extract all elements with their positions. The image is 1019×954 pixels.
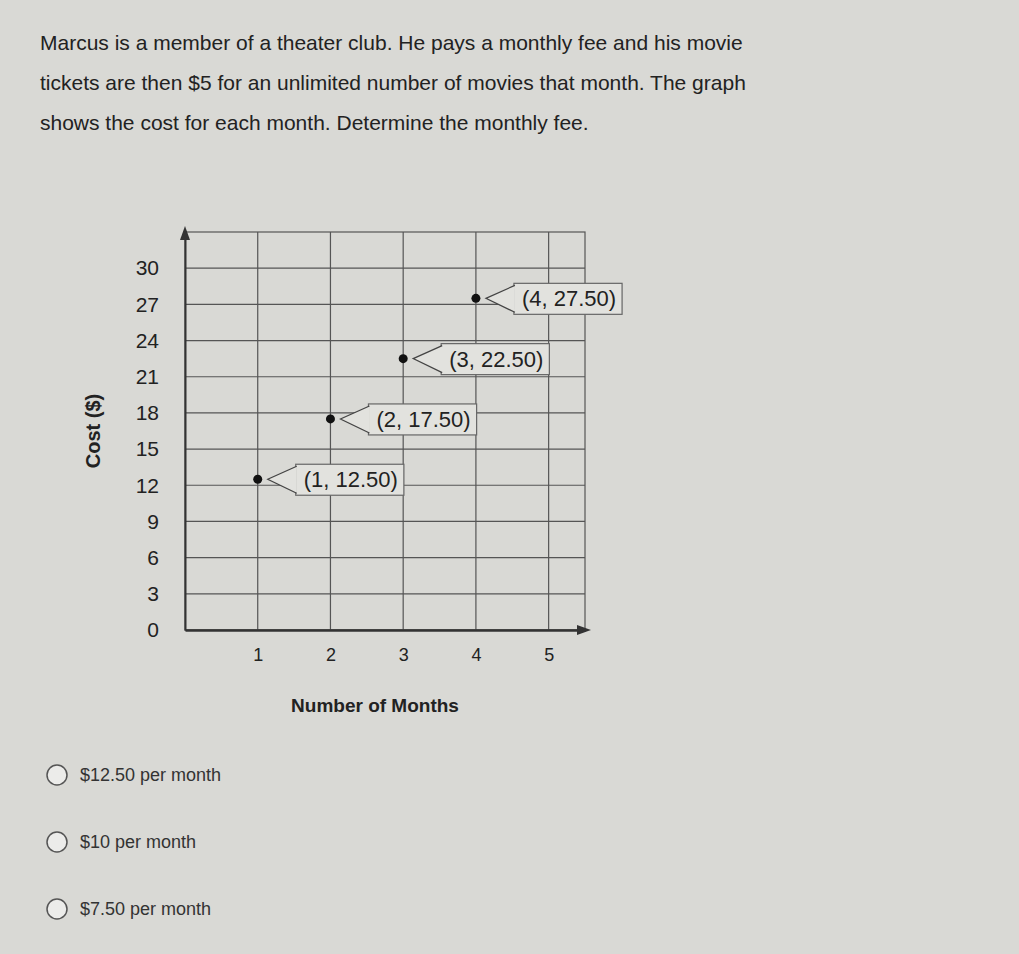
x-tick: 4 xyxy=(471,630,481,665)
y-tick-label: 12 xyxy=(136,473,159,496)
x-tick-label: 2 xyxy=(326,645,336,665)
grid-line-y xyxy=(185,340,585,341)
y-tick: 0 xyxy=(147,618,185,641)
y-axis: 0 3 6 9 12 15 18 21 24 27 30 xyxy=(136,233,186,642)
points xyxy=(253,294,480,484)
point xyxy=(253,475,262,484)
data-label-text: (2, 17.50) xyxy=(376,407,470,432)
y-axis-title: Cost ($) xyxy=(82,394,104,468)
grid-line-y xyxy=(185,593,585,594)
y-tick: 18 xyxy=(136,401,185,424)
data-label: (3, 22.50) xyxy=(413,344,549,375)
x-axis: 1 2 3 4 5 xyxy=(186,630,586,665)
option-text[interactable]: $12.50 per month xyxy=(80,765,221,785)
y-tick-label: 21 xyxy=(136,365,159,388)
data-labels: (1, 12.50) (2, 17.50) (3, 22.50) (4, 27.50) xyxy=(268,283,622,495)
y-tick: 9 xyxy=(147,510,185,533)
data-label-pointer xyxy=(486,285,515,312)
x-tick: 1 xyxy=(253,630,263,665)
y-tick: 12 xyxy=(136,473,185,496)
background xyxy=(0,0,1019,954)
data-label-text: (4, 27.50) xyxy=(522,286,616,311)
y-tick-label: 15 xyxy=(136,437,159,460)
data-label-pointer xyxy=(413,346,442,373)
y-tick-label: 24 xyxy=(136,329,160,352)
x-axis-arrow xyxy=(577,625,591,635)
radio-button[interactable] xyxy=(47,832,67,852)
y-axis-line xyxy=(185,233,187,631)
x-tick: 5 xyxy=(544,630,554,665)
data-label-box xyxy=(514,283,622,314)
y-tick-label: 9 xyxy=(147,510,159,533)
data-label: (2, 17.50) xyxy=(340,404,476,435)
data-label-box xyxy=(368,404,476,435)
y-tick-label: 18 xyxy=(136,401,159,424)
y-tick: 21 xyxy=(136,365,185,388)
grid-line-y xyxy=(185,268,585,269)
y-tick-label: 6 xyxy=(147,546,159,569)
grid-line-x xyxy=(330,232,331,630)
y-axis-arrow xyxy=(180,226,190,240)
x-tick: 2 xyxy=(326,630,336,665)
grid-line-y xyxy=(185,557,585,558)
point xyxy=(326,414,335,423)
radio-button[interactable] xyxy=(47,899,67,919)
page: Marcus is a member of a theater club. He… xyxy=(0,0,1019,954)
data-label-box xyxy=(296,464,404,495)
grid-line-y xyxy=(185,521,585,522)
x-axis-title: Number of Months xyxy=(291,695,459,716)
data-label-pointer xyxy=(268,466,297,493)
data-label-text: (3, 22.50) xyxy=(449,347,543,372)
option-text[interactable]: $10 per month xyxy=(80,832,196,852)
x-tick-label: 1 xyxy=(253,645,263,665)
data-label-box xyxy=(441,344,549,375)
y-tick: 6 xyxy=(147,546,185,569)
data-label-text: (1, 12.50) xyxy=(304,467,398,492)
x-tick-label: 3 xyxy=(399,645,409,665)
point xyxy=(399,354,408,363)
question-line: Marcus is a member of a theater club. He… xyxy=(40,31,743,54)
chart: 12345036912151821242730(1, 12.50)(2, 17.… xyxy=(136,226,622,665)
y-tick: 30 xyxy=(136,256,185,279)
grid-line-y xyxy=(185,448,585,449)
grid-line-y xyxy=(185,629,585,630)
y-tick: 24 xyxy=(136,329,185,352)
data-label: (1, 12.50) xyxy=(268,464,404,495)
x-tick-label: 4 xyxy=(471,645,481,665)
radio-button[interactable] xyxy=(47,765,67,785)
x-tick: 3 xyxy=(399,630,409,665)
y-tick-label: 30 xyxy=(136,256,159,279)
y-tick-label: 0 xyxy=(147,618,159,641)
x-axis-line xyxy=(186,629,586,632)
data-label: (4, 27.50) xyxy=(486,283,622,314)
y-tick: 15 xyxy=(136,437,185,460)
y-tick-label: 27 xyxy=(136,293,159,316)
y-tick: 3 xyxy=(147,582,185,605)
option-text[interactable]: $7.50 per month xyxy=(80,899,211,919)
data-label-pointer xyxy=(340,406,369,433)
point xyxy=(471,294,480,303)
question-line: shows the cost for each month. Determine… xyxy=(40,111,589,134)
y-tick: 27 xyxy=(136,293,185,316)
y-tick-label: 3 xyxy=(147,582,159,605)
x-tick-label: 5 xyxy=(544,645,554,665)
grid-line-x xyxy=(257,232,258,630)
question-line: tickets are then $5 for an unlimited num… xyxy=(40,71,746,94)
grid-line-y xyxy=(185,376,585,377)
